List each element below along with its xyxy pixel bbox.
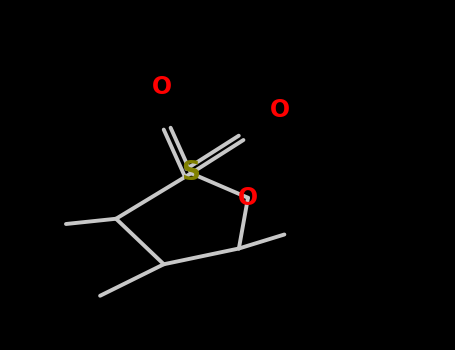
Text: S: S xyxy=(182,160,201,186)
Text: O: O xyxy=(152,76,172,99)
Text: O: O xyxy=(270,98,290,122)
Text: O: O xyxy=(238,186,258,210)
